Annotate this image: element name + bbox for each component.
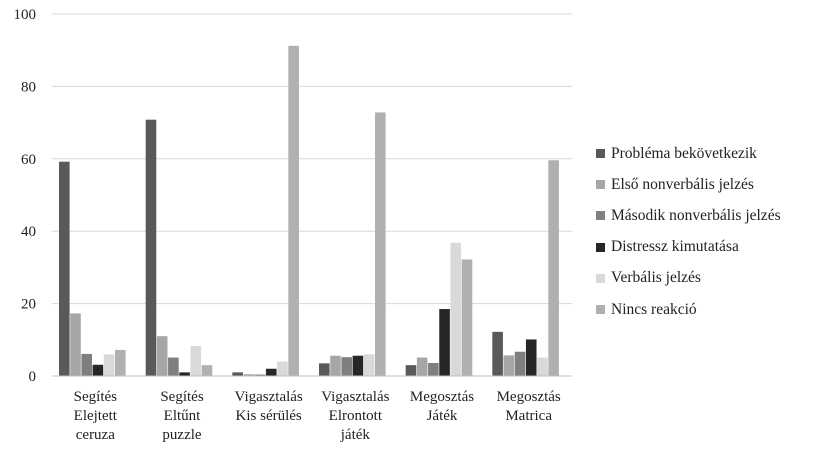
bar xyxy=(179,372,190,376)
legend-item: Distressz kimutatása xyxy=(596,232,781,263)
category-label: puzzle xyxy=(162,427,201,443)
legend-label: Probléma bekövetkezik xyxy=(611,144,757,162)
bar xyxy=(59,161,70,376)
legend-swatch xyxy=(596,180,605,190)
bar xyxy=(405,365,417,376)
category-label: Segítés xyxy=(74,389,117,405)
bar xyxy=(243,374,255,376)
bar xyxy=(115,349,126,376)
y-tick-label: 80 xyxy=(21,79,36,95)
legend-swatch xyxy=(596,273,605,283)
category-label: Kis sérülés xyxy=(236,408,302,424)
gridlines xyxy=(52,13,572,305)
bar xyxy=(319,363,330,376)
y-tick-label: 40 xyxy=(21,224,36,240)
y-axis-ticks: 0 20 40 60 80 100 xyxy=(14,7,37,385)
bar xyxy=(201,365,213,376)
legend-label: Distressz kimutatása xyxy=(611,238,739,256)
legend-item: Második nonverbális jelzés xyxy=(596,200,781,231)
bar xyxy=(537,357,548,376)
legend: Probléma bekövetkezik Első nonverbális je… xyxy=(596,138,781,325)
legend-item: Verbális jelzés xyxy=(596,263,781,294)
bar xyxy=(190,345,202,376)
bar xyxy=(145,119,157,376)
bar xyxy=(156,336,168,376)
legend-label: Első nonverbális jelzés xyxy=(611,175,754,193)
legend-item: Probléma bekövetkezik xyxy=(596,138,781,169)
bar xyxy=(92,364,104,376)
category-label: Eltűnt xyxy=(164,408,201,424)
bar xyxy=(503,355,515,376)
bar xyxy=(103,354,115,376)
bar xyxy=(416,357,428,376)
legend-swatch xyxy=(596,305,605,315)
bar xyxy=(288,45,299,377)
legend-label: Második nonverbális jelzés xyxy=(611,206,781,224)
legend-label: Nincs reakció xyxy=(611,300,697,318)
bar xyxy=(375,112,386,377)
bar xyxy=(450,242,462,376)
bar xyxy=(525,339,537,376)
legend-swatch xyxy=(596,149,605,159)
bar xyxy=(363,354,375,376)
category-label: ceruza xyxy=(76,427,115,443)
category-label: Elrontott xyxy=(329,408,383,424)
category-label: Segítés xyxy=(160,389,203,405)
category-label: játék xyxy=(340,427,371,443)
y-tick-label: 100 xyxy=(14,7,37,23)
category-label: Vigasztalás xyxy=(321,389,389,405)
bar xyxy=(232,372,243,376)
bar xyxy=(70,313,81,376)
y-tick-label: 0 xyxy=(29,369,37,385)
bar xyxy=(439,309,450,376)
legend-swatch xyxy=(596,242,605,252)
category-label: Elejtett xyxy=(74,408,118,424)
bar xyxy=(330,355,341,376)
bar xyxy=(514,351,526,376)
bar xyxy=(81,353,92,376)
category-labels: Segítés Elejtett ceruza Segítés Eltűnt puzzle… xyxy=(74,389,561,443)
y-tick-label: 60 xyxy=(21,152,36,168)
category-label: Megosztás xyxy=(497,389,561,405)
category-label: Vigasztalás xyxy=(235,389,303,405)
bar xyxy=(492,331,503,376)
legend-item: Nincs reakció xyxy=(596,294,781,325)
bar xyxy=(254,374,266,376)
category-label: Megosztás xyxy=(410,389,474,405)
legend-swatch xyxy=(596,211,605,221)
bar xyxy=(352,355,364,376)
bar xyxy=(341,357,352,376)
bar xyxy=(428,362,439,376)
bar xyxy=(461,259,473,376)
legend-label: Verbális jelzés xyxy=(611,269,701,287)
bar xyxy=(168,357,179,376)
category-label: Játék xyxy=(427,408,458,424)
bar xyxy=(548,160,559,376)
category-label: Matrica xyxy=(505,408,552,424)
legend-item: Első nonverbális jelzés xyxy=(596,169,781,200)
y-tick-label: 20 xyxy=(21,297,36,313)
bar xyxy=(265,368,277,376)
bars xyxy=(59,45,559,377)
bar xyxy=(277,361,288,376)
